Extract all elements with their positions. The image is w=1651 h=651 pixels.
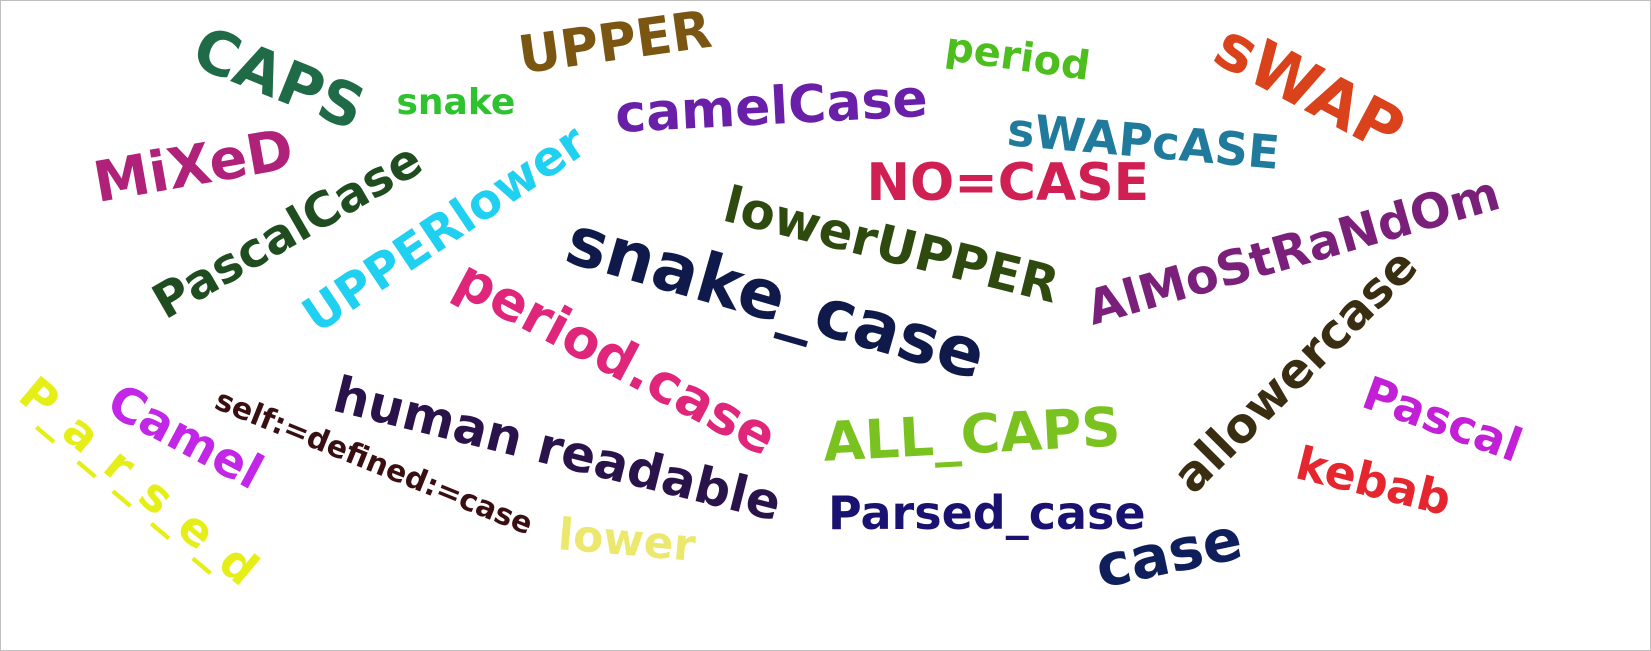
word-lower: lower (556, 509, 698, 572)
word-kebab: kebab (1290, 435, 1457, 527)
word-all-caps: ALL_CAPS (821, 395, 1122, 474)
word-snake: snake (396, 82, 516, 123)
word-period: period (942, 24, 1093, 90)
word-camelcase: camelCase (613, 68, 929, 146)
word-pascal: Pascal (1355, 365, 1529, 473)
word-no-case: NO=CASE (866, 153, 1150, 213)
word-mixed: MiXeD (88, 117, 298, 216)
word-parsed-case: Parsed_case (828, 486, 1146, 540)
word-upper: UPPER (514, 0, 716, 87)
